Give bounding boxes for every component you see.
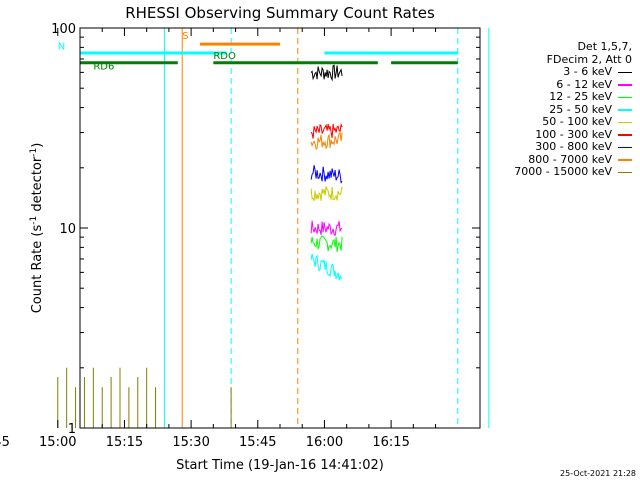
legend-entry: 50 - 100 keV	[480, 115, 632, 129]
legend-header-2: FDecim 2, Att 0	[546, 53, 632, 66]
y-label-sup-2: -1	[29, 148, 39, 157]
legend-label: 12 - 25 keV	[549, 90, 612, 103]
legend-label: 100 - 300 keV	[535, 127, 612, 141]
legend-label: 6 - 12 keV	[556, 77, 612, 91]
legend-swatch	[618, 146, 632, 148]
x-tick-label: 15:45	[239, 435, 276, 450]
series-1-segment-1	[310, 220, 343, 237]
axes: 14:45 15:00 15:15 15:30 15:45 16:00 16:15 1 10 10…	[0, 22, 481, 450]
series-5-segment-1	[310, 122, 343, 139]
legend: Det 1,5,7, FDecim 2, Att 0 3 - 6 keV 6 - …	[480, 40, 632, 179]
legend-entry: 100 - 300 keV	[480, 127, 632, 142]
legend-label: 3 - 6 keV	[563, 65, 612, 78]
annotation-n: N	[58, 42, 65, 53]
x-axis-label: Start Time (19-Jan-16 14:41:02)	[176, 458, 384, 473]
x-tick-label: 16:15	[372, 435, 409, 450]
legend-swatch	[618, 96, 632, 98]
series-6-segment-1	[310, 165, 343, 184]
annotation-s: S	[182, 31, 188, 42]
x-tick-label: 15:15	[106, 435, 143, 450]
legend-entry: 7000 - 15000 keV	[480, 165, 632, 179]
legend-label: 25 - 50 keV	[549, 102, 612, 116]
legend-entry: 300 - 800 keV	[480, 140, 632, 154]
y-tick-label: 100	[51, 22, 76, 37]
chart-title: RHESSI Observing Summary Count Rates	[125, 4, 435, 22]
legend-swatch	[618, 109, 632, 111]
legend-entry: 3 - 6 keV	[480, 65, 632, 79]
series-3-segment-1	[310, 253, 343, 281]
legend-swatch	[618, 84, 632, 86]
legend-swatch	[618, 159, 632, 161]
x-tick-label: 16:00	[306, 435, 343, 450]
annotation-rd6: RD6	[93, 62, 114, 73]
status-bars: N RDO RD6 S	[58, 31, 458, 73]
legend-swatch	[618, 134, 632, 136]
series-0-segment-1	[310, 64, 343, 82]
legend-entry: 6 - 12 keV	[480, 77, 632, 92]
series-7-segment-1	[310, 131, 343, 150]
x-tick-label: 15:00	[39, 435, 76, 450]
series-2-segment-1	[310, 235, 343, 252]
legend-label: 300 - 800 keV	[535, 140, 612, 153]
y-label-part-3: )	[30, 143, 45, 148]
legend-entries: 3 - 6 keV 6 - 12 keV 12 - 25 keV 25 - 50 ke…	[480, 65, 632, 179]
y-label-sup-1: -1	[29, 216, 39, 225]
legend-label: 7000 - 15000 keV	[514, 165, 612, 178]
y-label-part-1: Count Rate (s	[30, 225, 45, 314]
legend-entry: 12 - 25 keV	[480, 90, 632, 104]
y-tick-label: 1	[68, 422, 76, 437]
y-label-part-2: detector	[30, 156, 45, 216]
series-4-segment-1	[310, 186, 343, 202]
plot-frame	[79, 27, 481, 429]
legend-label: 50 - 100 keV	[542, 115, 612, 128]
legend-header-1: Det 1,5,7,	[577, 40, 632, 53]
annotation-rdo: RDO	[213, 51, 236, 62]
legend-entry: 800 - 7000 keV	[480, 152, 632, 167]
legend-entry: 25 - 50 keV	[480, 102, 632, 117]
vertical-markers	[79, 28, 490, 428]
timestamp: 25-Oct-2021 21:28	[560, 469, 636, 478]
legend-swatch	[618, 121, 632, 123]
legend-swatch	[618, 171, 632, 173]
y-tick-label: 10	[59, 222, 76, 237]
legend-swatch	[618, 71, 632, 73]
x-tick-label: 14:45	[0, 435, 10, 450]
x-tick-label: 15:30	[172, 435, 209, 450]
y-axis-label: Count Rate (s-1 detector-1)	[29, 143, 45, 314]
legend-label: 800 - 7000 keV	[528, 152, 612, 166]
series-group	[57, 64, 481, 428]
